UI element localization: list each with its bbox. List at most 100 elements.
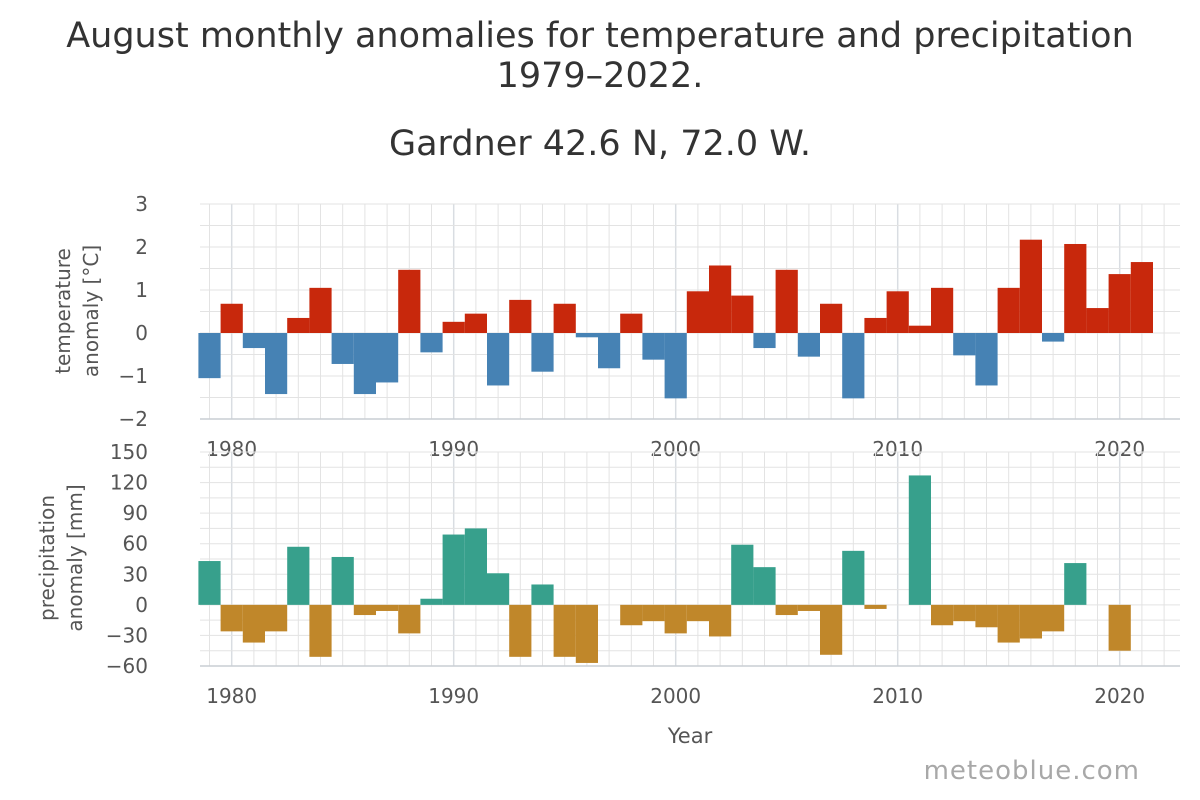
temp-bar-2016	[1019, 239, 1042, 333]
precip-ytick-label: 0	[135, 593, 148, 617]
precip-bar-1986	[353, 604, 376, 616]
precip-bar-1994	[531, 584, 554, 605]
temp-bar-1993	[509, 299, 532, 333]
precip-bar-2018	[1064, 563, 1087, 605]
precip-bar-1996	[575, 604, 598, 663]
precip-xtick-label: 2000	[650, 684, 701, 708]
temp-ytick-label: 3	[135, 192, 148, 216]
precip-bar-1985	[331, 556, 354, 605]
temp-bar-1999	[642, 333, 665, 360]
temp-bar-1994	[531, 333, 554, 372]
precip-bar-1999	[642, 604, 665, 622]
precip-ytick-label: 90	[123, 501, 148, 525]
precip-bar-2017	[1042, 604, 1065, 632]
temp-bar-1988	[398, 269, 421, 333]
temp-bar-1992	[487, 333, 510, 386]
precip-bar-2012	[931, 604, 954, 626]
temp-bar-2003	[731, 295, 754, 333]
temp-bar-1987	[376, 333, 399, 383]
temp-bar-1990	[442, 321, 465, 333]
temp-bar-2004	[753, 333, 776, 349]
precip-bar-2007	[820, 604, 843, 655]
precip-bar-1989	[420, 598, 443, 605]
precip-bar-1995	[553, 604, 576, 657]
precip-bar-2005	[775, 604, 798, 616]
temp-ytick-label: −1	[119, 364, 148, 388]
precip-bar-1979	[198, 561, 221, 605]
temp-ytick-label: 1	[135, 278, 148, 302]
precipitation-panel: 150 120 90 60 30 0 −30 −60 1980 1990 2000 2010 2020	[106, 440, 1180, 708]
precip-bar-1983	[287, 546, 310, 605]
precip-ytick-label: −30	[106, 623, 148, 647]
temp-ytick-label: 0	[135, 321, 148, 345]
temp-bar-1979	[198, 333, 221, 379]
temp-bar-1985	[331, 333, 354, 364]
precip-bar-2003	[731, 544, 754, 605]
precip-bar-1982	[265, 604, 288, 632]
temp-bar-2013	[953, 333, 976, 356]
temp-bar-1991	[464, 313, 487, 333]
precip-bar-1993	[509, 604, 532, 657]
temp-bar-2005	[775, 269, 798, 333]
temp-bar-1984	[309, 287, 332, 333]
precip-bar-2006	[797, 604, 820, 611]
precip-bar-2002	[709, 604, 732, 637]
temp-bar-1983	[287, 317, 310, 333]
temp-bar-2018	[1064, 243, 1087, 333]
temp-bar-2001	[686, 291, 709, 333]
temp-bar-2002	[709, 265, 732, 333]
temp-bar-2017	[1042, 333, 1065, 342]
precip-bar-2015	[997, 604, 1020, 643]
temp-bar-2007	[820, 303, 843, 333]
precip-xtick-label: 1980	[206, 684, 257, 708]
temperature-ylabel-line-2: anomaly [°C]	[79, 245, 103, 377]
precipitation-ylabel-line-2: anomaly [mm]	[63, 484, 87, 631]
temp-bar-1996	[575, 333, 598, 338]
chart-title-line-2: 1979–2022.	[496, 56, 704, 96]
temp-bar-2008	[842, 333, 865, 399]
precip-bar-2020	[1108, 604, 1131, 651]
temp-ytick-label: −2	[119, 407, 148, 431]
chart-title-line-1: August monthly anomalies for temperature…	[66, 16, 1134, 56]
precip-ytick-label: −60	[106, 654, 148, 678]
precip-xtick-label: 1990	[428, 684, 479, 708]
precip-bar-2014	[975, 604, 998, 628]
temp-bar-2011	[908, 325, 931, 333]
precip-ytick-label: 60	[123, 532, 148, 556]
temp-bar-1998	[620, 313, 643, 333]
precip-bar-2011	[908, 475, 931, 605]
temp-bar-2000	[664, 333, 687, 399]
precip-bar-2016	[1019, 604, 1042, 639]
precip-bar-1980	[220, 604, 243, 632]
temp-bar-2012	[931, 287, 954, 333]
temp-bar-2009	[864, 317, 887, 333]
precip-ytick-label: 150	[110, 440, 148, 464]
temp-bar-2020	[1108, 274, 1131, 333]
temp-bar-1980	[220, 303, 243, 333]
precip-ytick-label: 30	[123, 562, 148, 586]
location-subtitle: Gardner 42.6 N, 72.0 W.	[388, 124, 812, 164]
temp-ytick-label: 2	[135, 235, 148, 259]
temp-bar-1995	[553, 303, 576, 333]
temperature-ylabel-line-1: temperature	[51, 248, 75, 374]
temp-bar-1997	[598, 333, 621, 369]
temp-bar-2019	[1086, 308, 1109, 333]
precip-bar-1992	[487, 573, 510, 605]
precip-xtick-label: 2010	[872, 684, 923, 708]
temp-bar-2015	[997, 287, 1020, 333]
temp-bar-2014	[975, 333, 998, 386]
temp-bar-2006	[797, 333, 820, 357]
precip-ytick-label: 120	[110, 471, 148, 495]
precip-bar-1984	[309, 604, 332, 657]
temp-bar-1986	[353, 333, 376, 395]
meteoblue-watermark: meteoblue.com	[924, 756, 1140, 786]
precip-bar-1981	[242, 604, 265, 643]
x-axis-title: Year	[667, 724, 713, 748]
precip-bar-1991	[464, 528, 487, 605]
temp-bar-1981	[242, 333, 265, 349]
precip-bar-1998	[620, 604, 643, 626]
precip-bar-2009	[864, 604, 887, 609]
precip-bar-2013	[953, 604, 976, 622]
precip-xtick-label: 2020	[1094, 684, 1145, 708]
